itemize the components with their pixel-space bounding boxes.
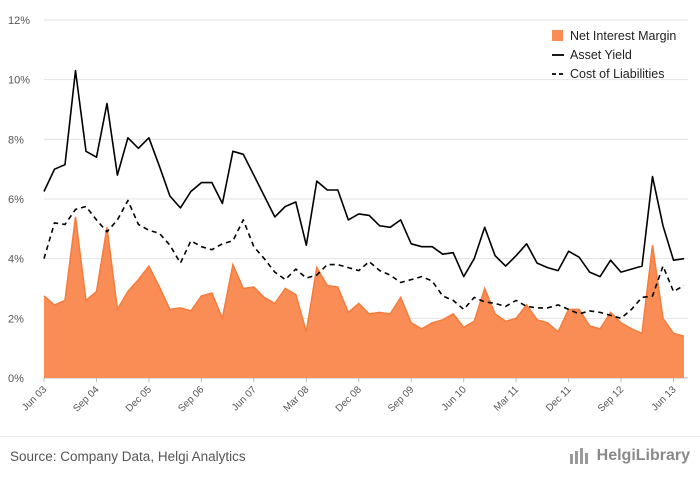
legend-label: Asset Yield xyxy=(570,48,632,62)
y-tick-label: 8% xyxy=(8,134,24,146)
source-note: Source: Company Data, Helgi Analytics xyxy=(10,449,246,464)
series-line-net-interest-margin xyxy=(43,216,685,337)
brand-logo-icon xyxy=(569,448,588,464)
y-tick-label: 0% xyxy=(8,373,24,385)
x-tick-label: Sep 06 xyxy=(176,384,206,414)
legend-swatch xyxy=(552,30,563,41)
x-tick-label: Mar 08 xyxy=(282,384,312,414)
x-tick-label: Dec 11 xyxy=(544,384,574,414)
series-line-asset-yield xyxy=(43,69,685,278)
y-tick-label: 2% xyxy=(8,313,24,325)
brand-name: HelgiLibrary xyxy=(596,447,690,464)
y-tick-label: 4% xyxy=(8,254,24,266)
y-tick-label: 10% xyxy=(8,75,30,87)
legend-label: Net Interest Margin xyxy=(570,29,676,43)
footer-divider xyxy=(0,436,700,437)
y-tick-label: 12% xyxy=(8,15,30,27)
x-tick-label: Sep 09 xyxy=(386,384,416,414)
legend: Net Interest Margin Asset Yield Cost of Li… xyxy=(552,29,676,81)
brand[interactable]: HelgiLibrary xyxy=(569,447,690,465)
series-area-net-interest-margin xyxy=(44,216,684,378)
series-layer xyxy=(43,69,685,378)
x-tick-label: Mar 11 xyxy=(492,384,522,414)
legend-label: Cost of Liabilities xyxy=(570,67,665,81)
x-tick-label: Jun 13 xyxy=(650,384,679,413)
x-tick-label: Jun 07 xyxy=(230,384,259,413)
y-tick-label: 6% xyxy=(8,194,24,206)
series-line-cost-of-liabilities xyxy=(43,199,685,320)
x-tick-label: Dec 08 xyxy=(334,384,364,414)
y-axis-ticks: 0% 2% 4% 6% 8% 10% 12% xyxy=(8,15,30,385)
x-tick-label: Jun 10 xyxy=(440,384,469,413)
x-axis: Jun 03 Sep 04 Dec 05 Sep 06 Jun 07 Mar 08 Dec … xyxy=(20,378,679,415)
x-tick-label: Jun 03 xyxy=(20,384,49,413)
x-tick-label: Dec 05 xyxy=(124,384,154,414)
x-tick-label: Sep 04 xyxy=(71,384,101,414)
x-tick-label: Sep 12 xyxy=(596,384,626,414)
